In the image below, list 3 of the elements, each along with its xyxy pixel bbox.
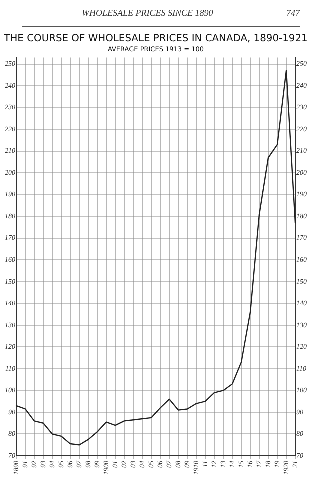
- chart-title: THE COURSE OF WHOLESALE PRICES IN CANADA, 1890-1921: [3, 34, 308, 45]
- text: WHOLESALE PRICES SINCE 1890: [82, 8, 214, 18]
- text: 747: [286, 8, 300, 18]
